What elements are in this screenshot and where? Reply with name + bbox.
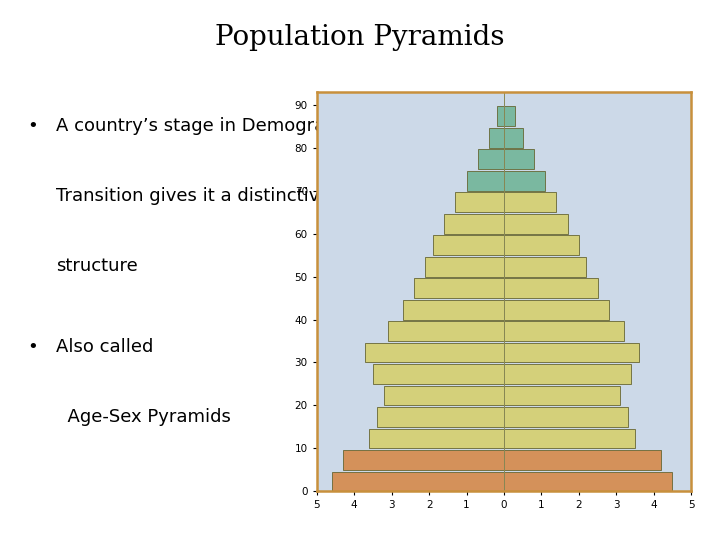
Bar (377, 407, 504, 427)
Text: Also called: Also called (55, 338, 153, 356)
Bar (504, 106, 516, 126)
Text: Age-Sex Pyramids: Age-Sex Pyramids (55, 408, 230, 426)
Bar (366, 343, 504, 362)
Bar (455, 192, 504, 212)
Bar (504, 343, 639, 362)
Bar (497, 106, 504, 126)
Bar (504, 278, 598, 298)
Bar (504, 171, 545, 191)
Bar (478, 150, 504, 169)
Bar (467, 171, 504, 191)
Text: •: • (27, 117, 38, 134)
Bar (504, 386, 620, 406)
Bar (504, 364, 631, 384)
Bar (504, 235, 579, 255)
Bar (504, 128, 523, 147)
Text: •: • (27, 338, 38, 356)
Text: Population Pyramids: Population Pyramids (215, 24, 505, 51)
Bar (504, 407, 628, 427)
Bar (369, 429, 504, 448)
Bar (504, 471, 672, 491)
Bar (403, 300, 504, 320)
Text: structure: structure (55, 256, 138, 275)
Bar (388, 321, 504, 341)
Bar (504, 300, 609, 320)
Bar (504, 257, 586, 276)
Bar (414, 278, 504, 298)
Bar (504, 450, 661, 470)
Text: A country’s stage in Demographic: A country’s stage in Demographic (55, 117, 363, 134)
Bar (504, 214, 567, 234)
Bar (384, 386, 504, 406)
Bar (426, 257, 504, 276)
Bar (504, 150, 534, 169)
Bar (373, 364, 504, 384)
Bar (504, 429, 635, 448)
Bar (343, 450, 504, 470)
Text: Transition gives it a distinctive population: Transition gives it a distinctive popula… (55, 187, 432, 205)
Bar (433, 235, 504, 255)
Bar (489, 128, 504, 147)
Bar (444, 214, 504, 234)
Bar (504, 321, 624, 341)
Bar (332, 471, 504, 491)
Bar (504, 192, 557, 212)
